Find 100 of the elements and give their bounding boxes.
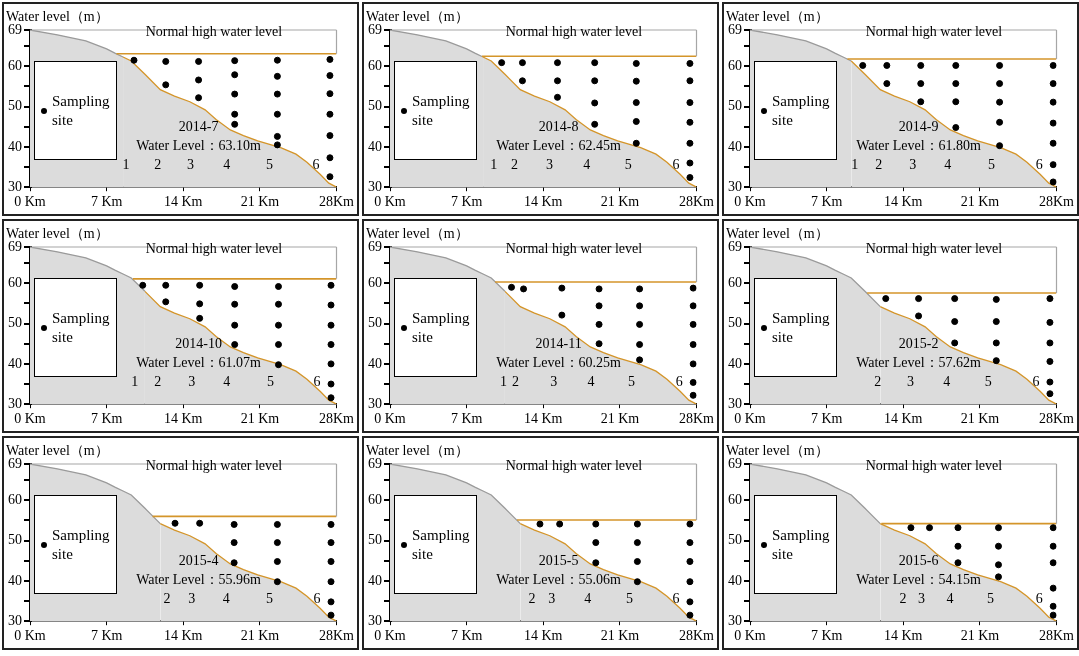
legend-box: Sampling site [754, 495, 837, 595]
point [1049, 139, 1057, 147]
annotation: 4 [223, 373, 231, 389]
x-tick-label: 21 Km [960, 194, 1000, 210]
y-tick-label: 50 [8, 315, 22, 331]
point [327, 380, 335, 388]
x-tick-label: 28Km [319, 411, 355, 427]
x-tick-label: 28Km [1039, 628, 1075, 644]
point [553, 93, 561, 101]
point [992, 318, 1000, 326]
x-tick-label: 28Km [679, 628, 715, 644]
point [636, 285, 644, 293]
annotation: 2015-2 [898, 336, 939, 352]
point [633, 539, 641, 547]
point [326, 173, 334, 181]
point [996, 118, 1004, 126]
point [162, 57, 170, 65]
point [996, 142, 1004, 150]
x-tick-label: 21 Km [240, 411, 280, 427]
annotation: 2014-11 [535, 336, 582, 352]
point [952, 124, 960, 132]
y-tick-label: 40 [368, 355, 382, 371]
legend-box: Sampling site [394, 278, 477, 378]
x-tick-label: 21 Km [600, 411, 640, 427]
point [686, 611, 694, 619]
point [171, 519, 179, 527]
point [954, 559, 962, 567]
point [686, 118, 694, 126]
legend-box: Sampling site [34, 278, 117, 378]
point [917, 80, 925, 88]
y-tick-label: 69 [728, 238, 742, 254]
annotation: 3 [907, 373, 915, 389]
point [1049, 178, 1057, 186]
point [195, 76, 203, 84]
point [1049, 61, 1057, 69]
point [686, 59, 694, 67]
point [636, 341, 644, 349]
point [632, 139, 640, 147]
point [326, 72, 334, 80]
point [327, 611, 335, 619]
y-tick-label: 40 [728, 355, 742, 371]
point [1049, 119, 1057, 127]
point [994, 542, 1002, 550]
point [327, 360, 335, 368]
x-tick-label: 14 Km [164, 628, 203, 644]
x-tick-label: 28Km [1039, 194, 1075, 210]
ref-line-label: Normal high water level [505, 457, 643, 473]
point [1049, 161, 1057, 169]
annotation: 2 [899, 590, 907, 606]
annotation: 1 [122, 156, 130, 172]
point [882, 295, 890, 303]
annotation: 2 [528, 590, 536, 606]
x-tick-label: 28Km [679, 194, 715, 210]
point [195, 94, 203, 102]
point [231, 283, 239, 290]
legend-box: Sampling site [394, 61, 477, 161]
point [952, 80, 960, 88]
point [591, 77, 599, 85]
point [686, 558, 694, 566]
point [274, 321, 282, 329]
legend-label: Sampling site [52, 309, 111, 348]
y-tick-label: 50 [728, 98, 742, 114]
point [996, 61, 1004, 69]
annotation: 2014-9 [898, 119, 939, 135]
point [162, 298, 170, 306]
point [686, 520, 694, 528]
y-tick-label: 30 [368, 612, 382, 628]
point [686, 598, 694, 606]
annotation: 3 [188, 373, 196, 389]
point [273, 520, 281, 528]
annotation: 3 [909, 156, 917, 172]
x-tick-label: 14 Km [164, 194, 203, 210]
point [1049, 80, 1057, 88]
annotation: 2015-4 [178, 553, 219, 569]
point [273, 539, 281, 547]
point [195, 57, 203, 65]
annotation: 5 [266, 373, 274, 389]
point [686, 539, 694, 547]
annotation: 6 [672, 156, 680, 172]
y-tick-label: 60 [728, 274, 742, 290]
point [591, 120, 599, 128]
point [508, 283, 516, 291]
y-axis-title: Water level（m） [366, 8, 469, 24]
annotation: 3 [187, 156, 195, 172]
point [926, 524, 934, 532]
point [636, 356, 644, 364]
legend-box: Sampling site [754, 61, 837, 161]
point [327, 281, 335, 289]
annotation: 2015-5 [538, 553, 579, 569]
point [992, 357, 1000, 365]
point [994, 561, 1002, 569]
annotation: Water Level：61.80m [856, 138, 982, 154]
point [553, 77, 561, 85]
point [327, 321, 335, 329]
annotation: 4 [944, 156, 952, 172]
point [1046, 339, 1054, 347]
x-tick-label: 21 Km [960, 411, 1000, 427]
point [558, 284, 566, 292]
point [954, 524, 962, 532]
point [883, 61, 891, 69]
